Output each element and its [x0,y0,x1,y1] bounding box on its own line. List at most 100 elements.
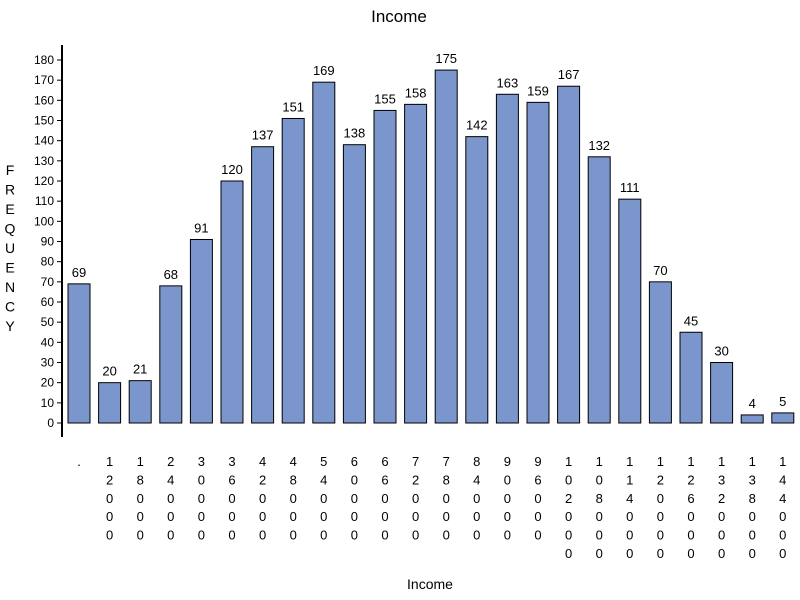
data-label-0: 69 [72,265,86,280]
data-label-23: 5 [779,394,786,409]
y-axis-ticks: 0 10 20 30 40 50 60 70 80 90 100 110 120 130 140 150 160… [34,53,62,430]
y-tick-label: 80 [41,255,55,269]
y-axis-label-letter: Y [5,318,15,334]
bar-21 [710,362,734,424]
bar-11 [404,103,428,424]
y-tick-label: 20 [41,376,55,390]
bars [67,69,795,424]
y-tick-label: 10 [41,396,55,410]
data-label-21: 30 [714,344,728,359]
y-axis-label-letter: R [5,182,15,198]
y-tick-label: 120 [34,174,54,188]
bar-18 [618,198,642,424]
bar-6 [251,146,275,424]
bar-19 [648,281,672,424]
y-axis-label-letter: E [5,260,14,276]
y-tick-label: 50 [41,315,55,329]
data-label-6: 137 [252,128,274,143]
bar-17 [587,156,611,424]
y-axis-label-letter: Q [5,221,16,237]
y-tick-label: 30 [41,356,55,370]
bar-10 [373,109,397,424]
data-label-7: 151 [282,99,304,114]
data-label-16: 167 [558,67,580,82]
bar-8 [312,81,336,424]
bar-3 [159,285,183,424]
bar-22 [740,414,764,424]
chart-title: Income [371,7,427,26]
data-labels: 69 20 21 68 91 120 137 151 169 138 155 158 175 142 163… [72,51,787,411]
bar-5 [220,180,244,424]
bar-20 [679,331,703,424]
y-tick-label: 140 [34,134,54,148]
data-label-11: 158 [405,85,427,100]
y-tick-label: 60 [41,295,55,309]
y-axis-label-letter: C [5,299,15,315]
data-label-8: 169 [313,63,335,78]
y-tick-label: 110 [35,194,54,208]
data-label-1: 20 [102,364,116,379]
data-label-5: 120 [221,162,243,177]
bar-16 [557,85,581,424]
x-axis-tick-labels: . 1 2 0 0 0 1 8 0 0 0 2 4 0 0 0 3 0 0 0 0 3 6 0 0 0 4 2 0 0 0 4 8 0 0 0 5 4 0 0… [77,454,786,561]
bar-7 [281,117,305,424]
bar-0 [67,283,91,424]
bar-15 [526,101,550,424]
data-label-17: 132 [588,138,610,153]
data-label-3: 68 [164,267,178,282]
data-label-12: 175 [435,51,457,66]
y-tick-label: 180 [34,53,54,67]
y-axis-label-letter: F [6,162,15,178]
y-tick-label: 130 [34,154,54,168]
y-tick-label: 170 [34,73,54,87]
data-label-18: 111 [620,180,640,195]
data-label-10: 155 [374,91,396,106]
y-tick-label: 70 [41,275,55,289]
bar-4 [189,238,213,424]
x-tick-label-0: . [77,454,81,469]
y-tick-label: 90 [41,235,55,249]
y-tick-label: 0 [47,416,54,430]
bar-13 [465,136,489,424]
data-label-9: 138 [344,126,366,141]
y-tick-label: 150 [34,114,54,128]
x-axis-label: Income [407,576,453,592]
data-label-22: 4 [749,396,756,411]
y-tick-label: 100 [34,214,54,228]
y-axis-label-letter: U [5,240,15,256]
bar-9 [342,144,366,424]
y-tick-label: 40 [41,335,55,349]
data-label-20: 45 [684,313,698,328]
data-label-4: 91 [194,220,208,235]
bar-23 [771,412,795,424]
bar-12 [434,69,458,424]
y-tick-label: 160 [34,93,54,107]
data-label-2: 21 [133,362,147,377]
data-label-14: 163 [497,75,519,90]
data-label-13: 142 [466,118,488,133]
y-axis-label-letter: E [5,201,14,217]
data-label-15: 159 [527,83,549,98]
y-axis-label-letter: N [5,279,15,295]
